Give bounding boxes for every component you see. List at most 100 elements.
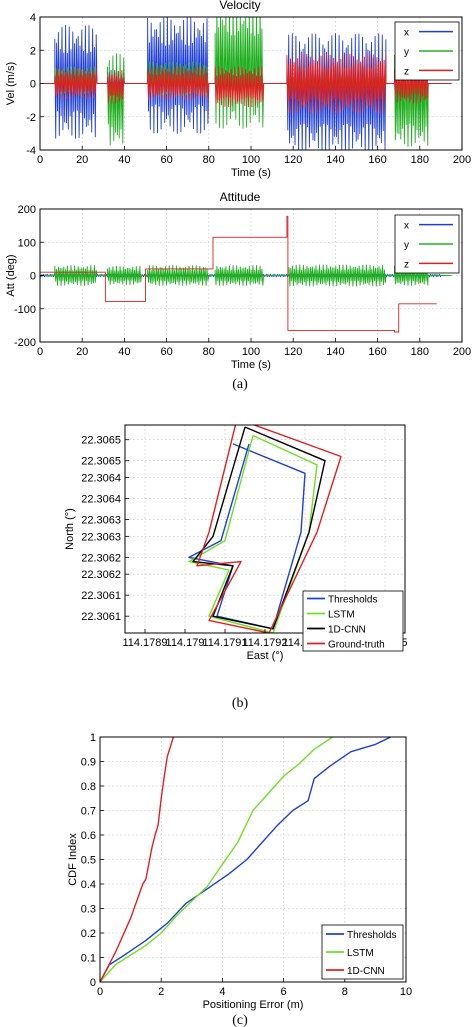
x-tick-label: 0: [37, 346, 43, 358]
chart-title: Velocity: [219, 0, 260, 12]
x-tick-label: 180: [411, 346, 429, 358]
chart-1: 0 20 40 60 80 100 120 140 160 180 200 -4 -2 0 2 4 Time (…: [5, 0, 471, 179]
y-tick-label: 0.4: [81, 879, 96, 891]
y-tick-label: 0.7: [81, 806, 96, 818]
legend-box: [302, 590, 404, 652]
y-tick-label: 22.3065: [81, 435, 121, 447]
series-group: [188, 425, 342, 633]
x-tick-label: 114.1789: [122, 637, 167, 649]
legend-label: 1D-CNN: [328, 625, 366, 636]
x-tick-label: 80: [203, 346, 215, 358]
x-tick-label: 20: [76, 154, 88, 166]
legend-label: Ground-truth: [328, 640, 385, 651]
x-tick-label: 160: [368, 346, 386, 358]
y-tick-label: 0.1: [81, 953, 96, 965]
y-tick-label: -2: [26, 112, 36, 124]
y-axis-label: Vel (m/s): [5, 62, 17, 105]
x-tick-label: 114.1792: [242, 637, 287, 649]
x-tick-label: 160: [368, 154, 386, 166]
y-axis-label: CDF Index: [67, 833, 79, 886]
y-tick-label: 22.3062: [81, 569, 121, 581]
y-tick-label: 4: [30, 12, 36, 24]
chart-title: Attitude: [220, 190, 261, 204]
y-tick-label: 100: [18, 237, 36, 249]
y-tick-label: -200: [14, 337, 36, 349]
y-tick-label: 22.3063: [81, 515, 121, 527]
x-tick-label: 6: [281, 986, 287, 998]
x-axis-label: Time (s): [231, 167, 271, 179]
y-tick-label: 200: [18, 204, 36, 216]
y-tick-label: 22.3063: [81, 531, 121, 543]
series-group: [100, 737, 392, 982]
series-line-y: [42, 264, 452, 287]
series-line-1D-CNN: [100, 737, 175, 982]
x-tick-label: 140: [326, 346, 344, 358]
x-tick-label: 200: [453, 154, 471, 166]
legend-label: x: [404, 221, 409, 232]
series-line-z: [42, 53, 452, 114]
series-line-Ground-truth: [196, 425, 342, 633]
series-group: [42, 17, 452, 150]
y-tick-label: 2: [30, 45, 36, 57]
x-axis-label: East (°): [247, 650, 284, 662]
x-tick-label: 114.1791: [202, 637, 247, 649]
y-tick-label: 0.6: [81, 830, 96, 842]
x-tick-label: 200: [453, 346, 471, 358]
legend: Thresholds LSTM 1D-CNN Ground-truth: [302, 590, 404, 652]
y-tick-label: -4: [26, 145, 36, 157]
y-tick-label: 22.3061: [81, 611, 121, 623]
legend-label: 1D-CNN: [347, 966, 385, 977]
series-group: [40, 215, 452, 333]
x-tick-label: 40: [118, 346, 130, 358]
legend-label: Thresholds: [347, 930, 396, 941]
caption-1: (a): [232, 377, 248, 392]
y-tick-label: 22.3065: [81, 456, 121, 468]
x-tick-label: 8: [342, 986, 348, 998]
legend-label: z: [404, 66, 409, 77]
y-tick-label: 22.3064: [81, 473, 121, 485]
x-tick-label: 120: [284, 154, 302, 166]
x-tick-label: 120: [284, 346, 302, 358]
legend-label: y: [404, 240, 409, 251]
y-tick-label: 0.3: [81, 904, 96, 916]
chart-2: 0 20 40 60 80 100 120 140 160 180 200 -200 -100 0 100 2…: [5, 190, 471, 371]
series-line-LSTM: [188, 434, 318, 633]
chart-3: 114.1789114.179114.1791114.1792114.17931…: [64, 424, 408, 662]
y-tick-label: 22.3061: [81, 590, 121, 602]
series-line-z: [40, 215, 437, 333]
x-axis-label: Time (s): [231, 359, 271, 371]
x-tick-label: 60: [160, 346, 172, 358]
legend-label: LSTM: [347, 948, 374, 959]
x-tick-label: 114.179: [166, 637, 205, 649]
legend: xyz: [394, 214, 460, 274]
series-line-LSTM: [100, 737, 333, 982]
x-tick-label: 180: [411, 154, 429, 166]
x-tick-label: 0: [37, 154, 43, 166]
y-tick-label: 0.2: [81, 928, 96, 940]
x-tick-label: 40: [118, 154, 130, 166]
y-tick-label: 0.8: [81, 781, 96, 793]
legend: xyz: [394, 21, 460, 81]
x-tick-label: 100: [242, 346, 260, 358]
y-axis-label: Att (deg): [5, 254, 17, 296]
series-line-Thresholds: [188, 443, 306, 630]
legend-label: Thresholds: [328, 595, 377, 606]
y-tick-label: 0: [30, 79, 36, 91]
x-tick-label: 100: [242, 154, 260, 166]
y-tick-label: 0: [90, 977, 96, 989]
legend: Thresholds LSTM 1D-CNN: [321, 924, 404, 980]
x-tick-label: 20: [76, 346, 88, 358]
x-axis-label: Positioning Error (m): [203, 999, 304, 1011]
x-tick-label: 4: [219, 986, 225, 998]
legend-label: LSTM: [328, 610, 355, 621]
series-line-Thresholds: [100, 737, 392, 982]
y-tick-label: 0.9: [81, 757, 96, 769]
x-tick-label: 0: [97, 986, 103, 998]
x-tick-label: 80: [203, 154, 215, 166]
caption-3: (c): [232, 1013, 248, 1027]
x-tick-label: 2: [158, 986, 164, 998]
x-tick-label: 60: [160, 154, 172, 166]
legend-label: x: [404, 28, 409, 39]
chart-4: 0 2 4 6 8 10 0 0.1 0.2 0.3 0.4 0.5 0.6 0.7 0.8 0.9 1 Posi…: [67, 732, 412, 1011]
